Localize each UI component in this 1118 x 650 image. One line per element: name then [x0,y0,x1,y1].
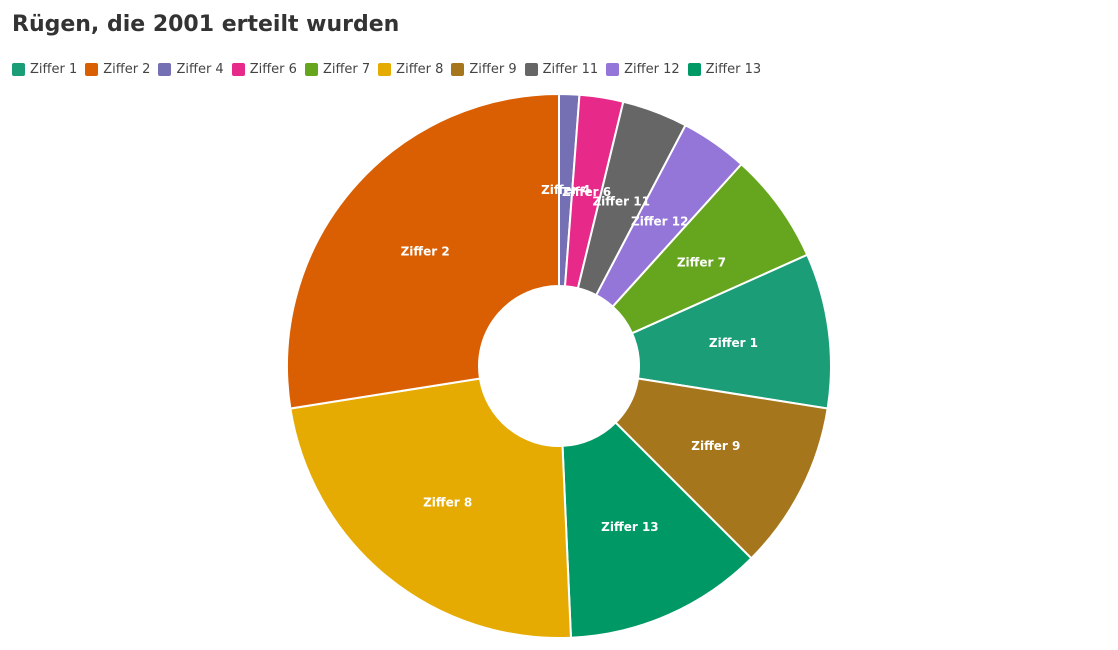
legend-item[interactable]: Ziffer 12 [606,62,680,77]
legend-swatch [378,63,392,76]
legend-swatch [304,63,318,76]
slice-data-label: Ziffer 6 [562,185,611,199]
legend-item[interactable]: Ziffer 7 [304,62,371,77]
legend-item[interactable]: Ziffer 11 [524,62,599,77]
legend-swatch [85,63,99,76]
legend-label: Ziffer 2 [103,62,151,77]
donut-slice-ziffer-2[interactable] [286,92,560,410]
legend-label: Ziffer 13 [705,62,762,77]
legend-label: Ziffer 6 [249,62,297,77]
legend-item[interactable]: Ziffer 13 [687,62,762,77]
legend-item[interactable]: Ziffer 8 [378,62,443,77]
legend-item[interactable]: Ziffer 4 [158,62,224,77]
legend-swatch [158,63,172,76]
legend-swatch [451,63,465,76]
slice-data-label: Ziffer 1 [709,336,758,350]
legend-label: Ziffer 1 [30,62,78,77]
legend-item[interactable]: Ziffer 9 [451,62,517,77]
chart-legend: Ziffer 1 Ziffer 2 Ziffer 4 Ziffer 6 Ziffer 7… [12,62,769,77]
slice-data-label: Ziffer 7 [677,256,726,270]
chart-title: Rügen, die 2001 erteilt wurden [12,12,400,37]
legend-item[interactable]: Ziffer 1 [12,62,77,77]
legend-swatch [606,63,620,76]
slice-data-label: Ziffer 12 [631,215,688,229]
legend-label: Ziffer 11 [542,62,599,77]
slice-data-label: Ziffer 9 [691,439,740,453]
legend-label: Ziffer 7 [322,62,371,77]
legend-item[interactable]: Ziffer 6 [231,62,297,77]
legend-swatch [12,63,25,76]
legend-item[interactable]: Ziffer 2 [85,62,150,77]
slice-data-label: Ziffer 13 [601,520,658,534]
slice-data-label: Ziffer 11 [592,194,649,208]
donut-slice-ziffer-1[interactable] [630,253,832,410]
donut-slice-ziffer-9[interactable] [614,377,829,560]
slice-data-label: Ziffer 4 [541,183,590,197]
donut-slice-ziffer-8[interactable] [289,377,573,639]
legend-label: Ziffer 9 [469,62,517,77]
donut-slice-ziffer-13[interactable] [561,421,753,639]
slice-data-label: Ziffer 2 [401,245,450,259]
legend-swatch [687,63,701,76]
slice-data-label: Ziffer 8 [423,495,472,509]
legend-swatch [231,63,245,76]
legend-label: Ziffer 12 [624,62,680,77]
legend-swatch [524,63,538,76]
legend-label: Ziffer 8 [396,62,444,77]
legend-label: Ziffer 4 [176,62,224,77]
